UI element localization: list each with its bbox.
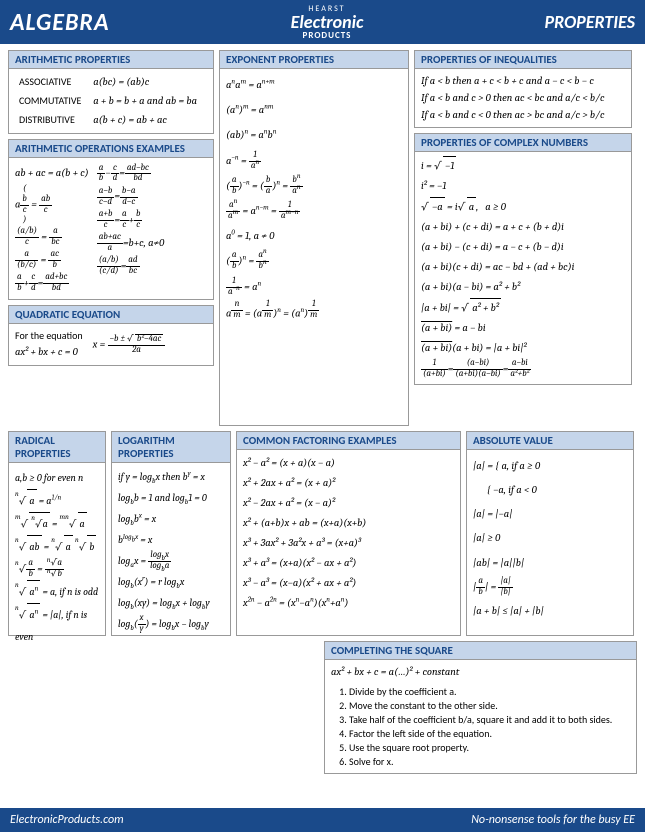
arithmetic-operations-box: ARITHMETIC OPERATIONS EXAMPLES ab + ac =… bbox=[8, 139, 214, 300]
step: Divide by the coefficient a. bbox=[349, 685, 630, 699]
box-body: ASSOCIATIVEa(bc) = (ab)c COMMUTATIVEa + … bbox=[9, 69, 213, 133]
box-title: COMMON FACTORING EXAMPLES bbox=[237, 432, 460, 450]
steps-list: Divide by the coefficient a. Move the co… bbox=[331, 685, 630, 769]
equation: a(bc) = (ab)c bbox=[89, 73, 207, 92]
quadratic-box: QUADRATIC EQUATION For the equation ax² … bbox=[8, 305, 214, 366]
footer-tagline: No-nonsense tools for the busy EE bbox=[471, 813, 635, 827]
exponent-box: EXPONENT PROPERTIES anam = an+m (an)m = … bbox=[219, 50, 409, 426]
arithmetic-properties-box: ARITHMETIC PROPERTIES ASSOCIATIVEa(bc) =… bbox=[8, 50, 214, 134]
step: Use the square root property. bbox=[349, 741, 630, 755]
footer-bar: ElectronicProducts.com No-nonsense tools… bbox=[0, 808, 645, 832]
absolute-value-box: ABSOLUTE VALUE |a| = { a, if a ≥ 0 { −a,… bbox=[466, 431, 634, 636]
complex-box: PROPERTIES OF COMPLEX NUMBERS i = √−1 i²… bbox=[414, 133, 632, 384]
equation-col: ab + ac = a(b + c) a(bc) = abc (a/b)c = … bbox=[15, 162, 89, 295]
box-body: x² − a² = (x + a)(x − a) x² + 2ax + a² =… bbox=[237, 450, 460, 618]
box-body: If a < b then a + c < b + c and a − c < … bbox=[415, 69, 631, 127]
inequality-line: If a < b and c < 0 then ac > bc and a/c … bbox=[421, 107, 625, 124]
equation: a(b + c) = ab + ac bbox=[89, 111, 207, 130]
quadratic-intro: For the equation ax² + bx + c = 0 bbox=[15, 328, 83, 361]
quadratic-formula: x = −b ± √b²−4ac2a bbox=[93, 334, 166, 356]
inequality-line: If a < b then a + c < b + c and a − c < … bbox=[421, 73, 625, 90]
box-body: For the equation ax² + bx + c = 0 x = −b… bbox=[9, 324, 213, 365]
box-title: LOGARITHM PROPERTIES bbox=[112, 432, 230, 463]
inequality-line: If a < b and c > 0 then ac < bc and a/c … bbox=[421, 90, 625, 107]
step: Move the constant to the other side. bbox=[349, 699, 630, 713]
box-body: ax² + bx + c = a(…)² + constant Divide b… bbox=[325, 660, 636, 773]
equation: a + b = b + a and ab = ba bbox=[89, 92, 207, 111]
box-body: a,b ≥ 0 for even n n√a = a1/n m√n√a = mn… bbox=[9, 463, 105, 652]
box-title: ARITHMETIC OPERATIONS EXAMPLES bbox=[9, 140, 213, 158]
box-body: |a| = { a, if a ≥ 0 { −a, if a < 0 |a| =… bbox=[467, 450, 633, 627]
inequalities-box: PROPERTIES OF INEQUALITIES If a < b then… bbox=[414, 50, 632, 128]
box-body: anam = an+m (an)m = anm (ab)n = anbn a−n… bbox=[220, 69, 408, 330]
equation-col: ab−cd=ad−bcbd a−bc−d=b−ad−c a+bc=ac+bc a… bbox=[97, 162, 164, 295]
label: DISTRIBUTIVE bbox=[15, 111, 89, 130]
footer-site: ElectronicProducts.com bbox=[10, 813, 124, 827]
box-title: ABSOLUTE VALUE bbox=[467, 432, 633, 450]
brand-logo: HEARST Electronic PRODUCTS bbox=[291, 5, 364, 40]
header-bar: ALGEBRA HEARST Electronic PRODUCTS PROPE… bbox=[0, 0, 645, 44]
label: ASSOCIATIVE bbox=[15, 73, 89, 92]
content-area: ARITHMETIC PROPERTIES ASSOCIATIVEa(bc) =… bbox=[0, 44, 645, 808]
box-title: EXPONENT PROPERTIES bbox=[220, 51, 408, 69]
intro-text: For the equation bbox=[15, 328, 83, 344]
box-title: ARITHMETIC PROPERTIES bbox=[9, 51, 213, 69]
page-title: ALGEBRA bbox=[10, 8, 109, 37]
completing-square-box: COMPLETING THE SQUARE ax² + bx + c = a(…… bbox=[324, 641, 637, 774]
box-title: RADICAL PROPERTIES bbox=[9, 432, 105, 463]
box-body: i = √−1 i² = −1 √−a = i√a, a ≥ 0 (a + bi… bbox=[415, 152, 631, 383]
box-title: COMPLETING THE SQUARE bbox=[325, 642, 636, 660]
box-body: if y = logbx then by = x logbb = 1 and l… bbox=[112, 463, 230, 639]
page-type: PROPERTIES bbox=[545, 11, 635, 33]
box-title: PROPERTIES OF INEQUALITIES bbox=[415, 51, 631, 69]
box-title: QUADRATIC EQUATION bbox=[9, 306, 213, 324]
radical-box: RADICAL PROPERTIES a,b ≥ 0 for even n n√… bbox=[8, 431, 106, 636]
step: Factor the left side of the equation. bbox=[349, 727, 630, 741]
condition: ax² + bx + c = 0 bbox=[15, 344, 83, 361]
brand-mid: Electronic bbox=[291, 13, 364, 31]
logarithm-box: LOGARITHM PROPERTIES if y = logbx then b… bbox=[111, 431, 231, 636]
factoring-box: COMMON FACTORING EXAMPLES x² − a² = (x +… bbox=[236, 431, 461, 636]
box-title: PROPERTIES OF COMPLEX NUMBERS bbox=[415, 134, 631, 152]
step: Solve for x. bbox=[349, 755, 630, 769]
step: Take half of the coefficient b/a, square… bbox=[349, 713, 630, 727]
label: COMMUTATIVE bbox=[15, 92, 89, 111]
box-body: ab + ac = a(b + c) a(bc) = abc (a/b)c = … bbox=[9, 158, 213, 299]
square-equation: ax² + bx + c = a(…)² + constant bbox=[331, 664, 630, 681]
